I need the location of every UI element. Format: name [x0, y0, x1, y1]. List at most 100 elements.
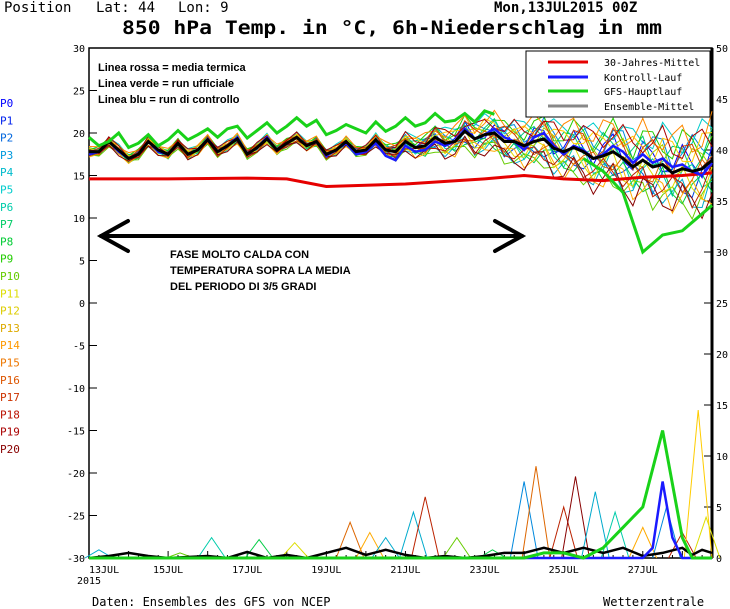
right-tick-label: 15	[716, 401, 728, 412]
position-label: Position	[4, 0, 71, 16]
note-red-line: Linea rossa = media termica	[98, 62, 247, 74]
legend-label-mean: Ensemble-Mittel	[604, 102, 694, 113]
phase-arrow	[96, 219, 527, 253]
control-precip-line	[89, 481, 712, 560]
member-label: P5	[0, 184, 13, 197]
x-tick-label: 19JUL	[311, 565, 341, 576]
member-precip-line	[335, 520, 365, 559]
x-tick-label: 27JUL	[628, 565, 658, 576]
left-tick-label: -10	[67, 384, 85, 395]
member-label: P18	[0, 408, 20, 421]
climate-mean-line	[89, 171, 713, 189]
member-label: P8	[0, 235, 13, 248]
member-label: P15	[0, 357, 20, 370]
x-tick-label: 25JUL	[549, 565, 579, 576]
member-precip-line	[600, 510, 630, 559]
left-tick-label: 25	[73, 87, 85, 98]
latitude-label: Lat: 44	[96, 0, 155, 16]
right-tick-label: 35	[716, 197, 728, 208]
member-label: P0	[0, 97, 13, 110]
main-series	[88, 109, 713, 255]
member-precip-line	[581, 491, 610, 559]
note-blue-line: Linea blu = run di controllo	[98, 94, 240, 106]
main-temp-line	[582, 157, 713, 255]
member-precip-line	[509, 481, 539, 559]
member-precip-line	[280, 541, 309, 559]
left-tick-label: 15	[73, 172, 85, 183]
member-label: P20	[0, 443, 20, 456]
left-tick-label: 0	[79, 299, 85, 310]
data-source: Daten: Ensembles des GFS von NCEP	[92, 595, 330, 609]
run-date: Mon,13JUL2015 00Z	[494, 0, 637, 16]
right-tick-label: 40	[716, 146, 728, 157]
member-label: P2	[0, 132, 13, 145]
member-label: P4	[0, 166, 14, 179]
legend: 30-Jahres-Mittel Kontroll-Lauf GFS-Haupt…	[525, 50, 711, 118]
left-tick-label: -25	[67, 512, 85, 523]
member-label: P16	[0, 374, 20, 387]
left-tick-label: -20	[67, 469, 85, 480]
phase-arrow-left-head	[96, 219, 130, 253]
member-precip-line	[442, 536, 472, 559]
main-temp-line	[88, 109, 495, 150]
x-tick-label: 21JUL	[390, 565, 420, 576]
member-label: P9	[0, 253, 13, 266]
member-label: P1	[0, 114, 13, 127]
longitude-label: Lon: 9	[178, 0, 229, 16]
left-tick-label: 30	[73, 44, 85, 55]
left-tick-label: 5	[79, 257, 85, 268]
x-tick-label: 23JUL	[470, 565, 500, 576]
member-precip-line	[399, 510, 428, 559]
left-tick-label: -15	[67, 427, 85, 438]
member-precip-line	[410, 496, 440, 559]
legend-label-main: GFS-Hauptlauf	[604, 87, 682, 98]
member-label: P11	[0, 287, 20, 300]
phase-text-2: TEMPERATURA SOPRA LA MEDIA	[170, 265, 351, 277]
member-label: P12	[0, 305, 20, 318]
member-label: P19	[0, 426, 20, 439]
ensemble-mean-temp-line	[89, 129, 713, 175]
member-temp-line	[88, 129, 713, 201]
note-green-line: Linea verde = run ufficiale	[98, 78, 234, 90]
member-labels: P0 P1 P2 P3 P4 P5 P6 P7 P8 P9 P10 P11 P12 P13 P14 P15 P1…	[0, 97, 20, 456]
member-precip-line	[561, 476, 590, 559]
legend-label-control: Kontroll-Lauf	[604, 73, 682, 84]
left-axis-ticks: 30 25 20 15 10 5 0 -5 -10 -15 -20 -25 -30	[67, 44, 97, 565]
plot-frame	[88, 47, 713, 559]
x-tick-label: 15JUL	[153, 565, 183, 576]
chart-title: 850 hPa Temp. in °C, 6h-Niederschlag in …	[122, 17, 662, 39]
member-label: P10	[0, 270, 20, 283]
right-tick-label: 5	[716, 503, 722, 514]
left-tick-label: -5	[73, 342, 85, 353]
right-tick-label: 20	[716, 350, 728, 361]
x-tick-label: 17JUL	[232, 565, 262, 576]
member-label: P14	[0, 339, 20, 352]
member-precip-line	[549, 505, 578, 559]
left-tick-label: -30	[67, 554, 85, 565]
member-precip-line	[683, 410, 713, 559]
member-label: P6	[0, 201, 13, 214]
member-precip-line	[355, 531, 385, 559]
right-tick-label: 10	[716, 452, 728, 463]
member-label: P3	[0, 149, 13, 162]
member-label: P7	[0, 218, 13, 231]
x-tick-sublabel: 2015	[77, 576, 101, 587]
member-precip-line	[197, 536, 226, 559]
brand: Wetterzentrale	[603, 595, 704, 609]
member-precip-line	[691, 515, 721, 559]
phase-text-1: FASE MOLTO CALDA CON	[170, 249, 309, 261]
right-tick-label: 0	[716, 554, 722, 565]
left-tick-label: 20	[73, 129, 85, 140]
right-tick-label: 45	[716, 95, 728, 106]
left-tick-label: 10	[73, 214, 85, 225]
phase-text-3: DEL PERIODO DI 3/5 GRADI	[170, 281, 317, 293]
member-temp-line	[88, 118, 713, 160]
phase-arrow-right-head	[493, 219, 527, 253]
right-tick-label: 25	[716, 299, 728, 310]
legend-label-climate: 30-Jahres-Mittel	[604, 58, 700, 69]
member-label: P13	[0, 322, 20, 335]
main-precip-line	[89, 430, 712, 560]
right-tick-label: 50	[716, 44, 728, 55]
